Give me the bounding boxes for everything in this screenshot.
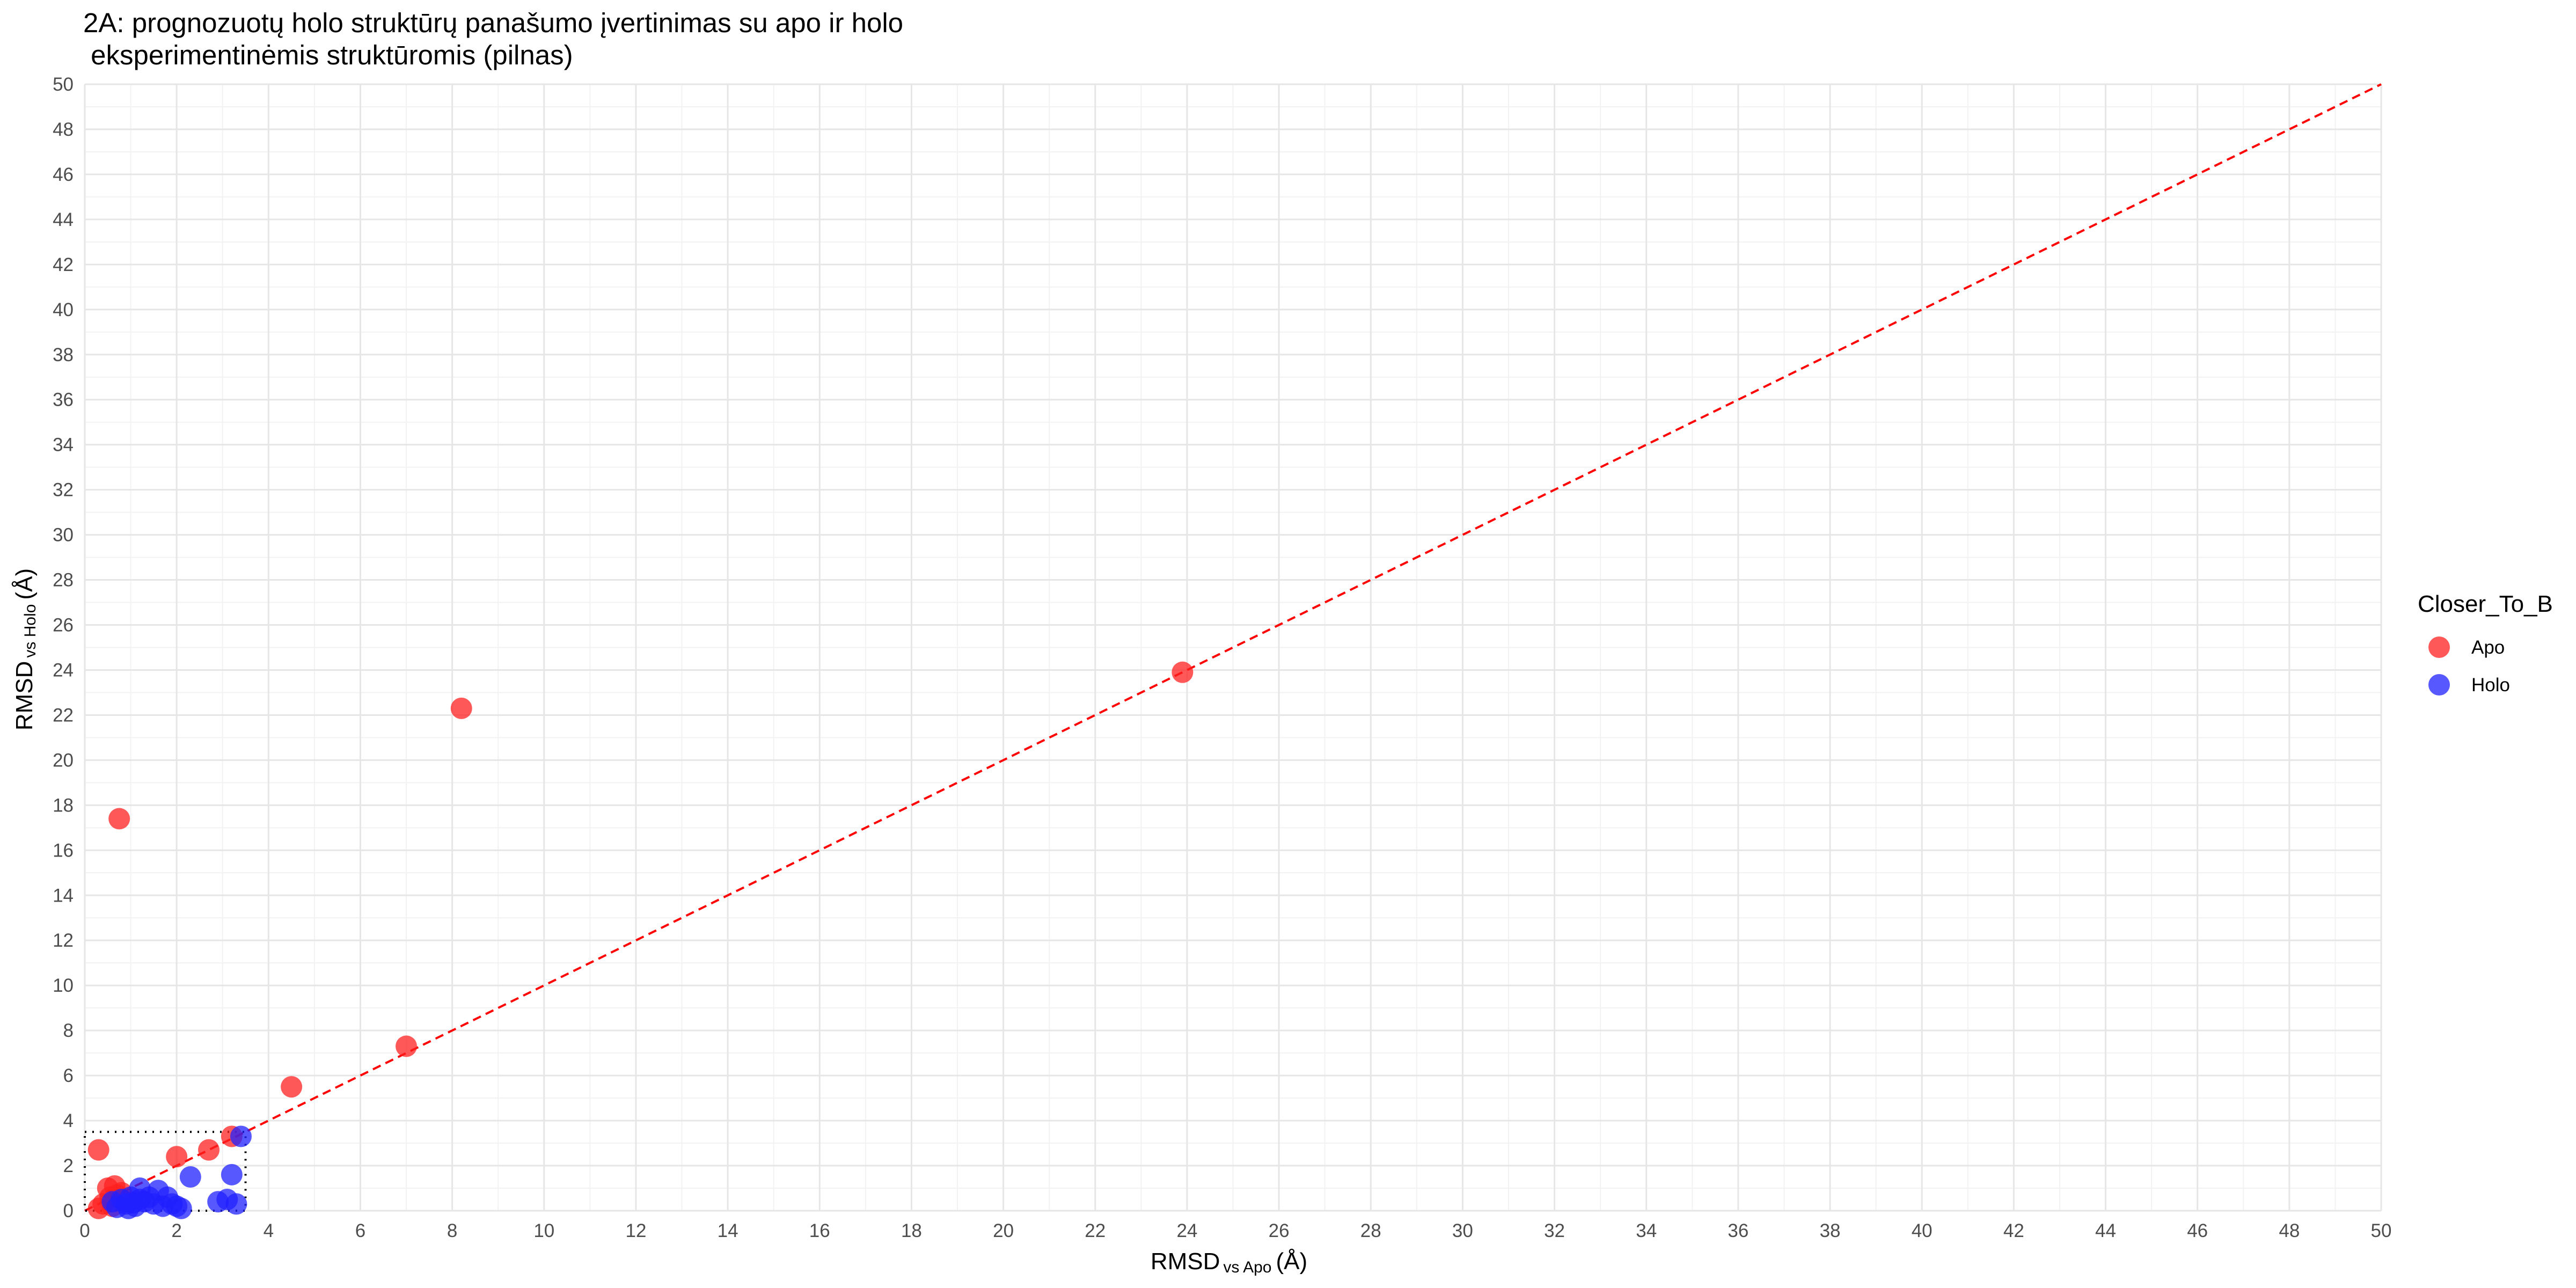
- x-tick-label: 32: [1544, 1220, 1565, 1241]
- x-tick-label: 18: [901, 1220, 922, 1241]
- y-tick-label: 16: [53, 840, 74, 861]
- y-tick-label: 0: [63, 1201, 74, 1221]
- data-point-apo: [450, 697, 472, 719]
- y-tick-label: 46: [53, 164, 74, 185]
- x-tick-label: 6: [355, 1220, 365, 1241]
- x-tick-label: 50: [2371, 1220, 2392, 1241]
- y-tick-label: 4: [63, 1110, 74, 1131]
- data-points: [87, 661, 1194, 1219]
- y-tick-label: 6: [63, 1065, 74, 1086]
- x-axis-label-unit: (Å): [1276, 1248, 1307, 1275]
- legend-swatch-holo: [2428, 674, 2450, 696]
- y-tick-label: 24: [53, 660, 74, 680]
- y-tick-label: 40: [53, 299, 74, 320]
- y-tick-label: 22: [53, 705, 74, 726]
- x-tick-label: 12: [625, 1220, 646, 1241]
- x-axis-ticks: 0 2 4 6 8 10 12 14 16 18 20 22 24 26 28 30 32 34 36 38 40 42 4…: [79, 1220, 2391, 1241]
- legend-title: Closer_To_B: [2418, 591, 2553, 617]
- y-tick-label: 34: [53, 435, 74, 456]
- data-point-holo: [230, 1125, 252, 1147]
- y-axis-label-main: RMSD: [11, 661, 38, 731]
- data-point-holo: [106, 1196, 128, 1218]
- y-tick-label: 10: [53, 975, 74, 996]
- x-tick-label: 22: [1085, 1220, 1106, 1241]
- x-tick-label: 16: [809, 1220, 830, 1241]
- legend: Closer_To_B Apo Holo: [2418, 591, 2553, 696]
- x-axis-label-sub: vs Apo: [1223, 1258, 1271, 1276]
- reference-line: [84, 83, 2382, 1212]
- y-axis-label: RMSD vs Holo (Å): [11, 568, 39, 730]
- data-point-holo: [122, 1192, 144, 1214]
- x-axis-label: RMSD vs Apo (Å): [1151, 1248, 1307, 1276]
- x-tick-label: 0: [79, 1220, 90, 1241]
- chart-title-line-2: eksperimentinėmis struktūromis (pilnas): [83, 40, 573, 70]
- y-tick-label: 50: [53, 74, 74, 95]
- y-tick-label: 12: [53, 930, 74, 951]
- y-axis-label-unit: (Å): [11, 568, 38, 600]
- data-point-holo: [170, 1197, 192, 1219]
- y-tick-label: 42: [53, 254, 74, 275]
- x-tick-label: 30: [1452, 1220, 1473, 1241]
- y-tick-label: 30: [53, 525, 74, 546]
- y-tick-label: 28: [53, 570, 74, 591]
- x-tick-label: 8: [447, 1220, 457, 1241]
- legend-label-holo: Holo: [2471, 675, 2510, 696]
- x-tick-label: 44: [2095, 1220, 2116, 1241]
- data-point-holo: [179, 1166, 201, 1188]
- data-point-apo: [108, 808, 130, 830]
- reference-line-group: [84, 83, 2382, 1212]
- y-tick-label: 8: [63, 1020, 74, 1041]
- x-tick-label: 36: [1728, 1220, 1748, 1241]
- data-point-apo: [198, 1139, 220, 1161]
- x-tick-label: 14: [718, 1220, 738, 1241]
- y-tick-label: 36: [53, 390, 74, 411]
- y-tick-label: 2: [63, 1155, 74, 1176]
- x-tick-label: 46: [2187, 1220, 2208, 1241]
- legend-swatch-apo: [2428, 636, 2450, 658]
- y-tick-label: 32: [53, 480, 74, 501]
- x-tick-label: 10: [533, 1220, 554, 1241]
- x-tick-label: 40: [1912, 1220, 1933, 1241]
- data-point-holo: [221, 1163, 243, 1185]
- y-tick-label: 26: [53, 615, 74, 636]
- data-point-apo: [396, 1035, 418, 1057]
- data-point-apo: [281, 1076, 303, 1098]
- data-point-holo: [216, 1189, 238, 1211]
- y-tick-label: 48: [53, 119, 74, 140]
- series-holo: [101, 1125, 252, 1219]
- y-tick-label: 20: [53, 750, 74, 771]
- x-tick-label: 2: [171, 1220, 181, 1241]
- x-tick-label: 26: [1269, 1220, 1290, 1241]
- x-tick-label: 20: [993, 1220, 1014, 1241]
- y-axis-ticks: 0246810121416182022242628303234363840424…: [53, 74, 74, 1221]
- data-point-apo: [1172, 661, 1194, 683]
- x-tick-label: 38: [1820, 1220, 1841, 1241]
- data-point-apo: [87, 1139, 109, 1161]
- x-tick-label: 34: [1636, 1220, 1657, 1241]
- x-tick-label: 28: [1360, 1220, 1381, 1241]
- chart-title-line-1: 2A: prognozuotų holo struktūrų panašumo …: [83, 8, 903, 38]
- major-gridlines: [84, 83, 2382, 1212]
- y-axis-label-sub: vs Holo: [21, 604, 39, 658]
- x-axis-label-main: RMSD: [1151, 1248, 1220, 1275]
- y-tick-label: 14: [53, 885, 74, 906]
- x-tick-label: 4: [264, 1220, 274, 1241]
- y-tick-label: 44: [53, 209, 74, 230]
- x-tick-label: 48: [2279, 1220, 2300, 1241]
- legend-label-apo: Apo: [2471, 637, 2505, 658]
- x-tick-label: 42: [2003, 1220, 2024, 1241]
- data-point-apo: [166, 1146, 188, 1168]
- minor-gridlines: [85, 84, 2381, 1211]
- y-tick-label: 38: [53, 345, 74, 365]
- x-tick-label: 24: [1176, 1220, 1197, 1241]
- y-tick-label: 18: [53, 795, 74, 816]
